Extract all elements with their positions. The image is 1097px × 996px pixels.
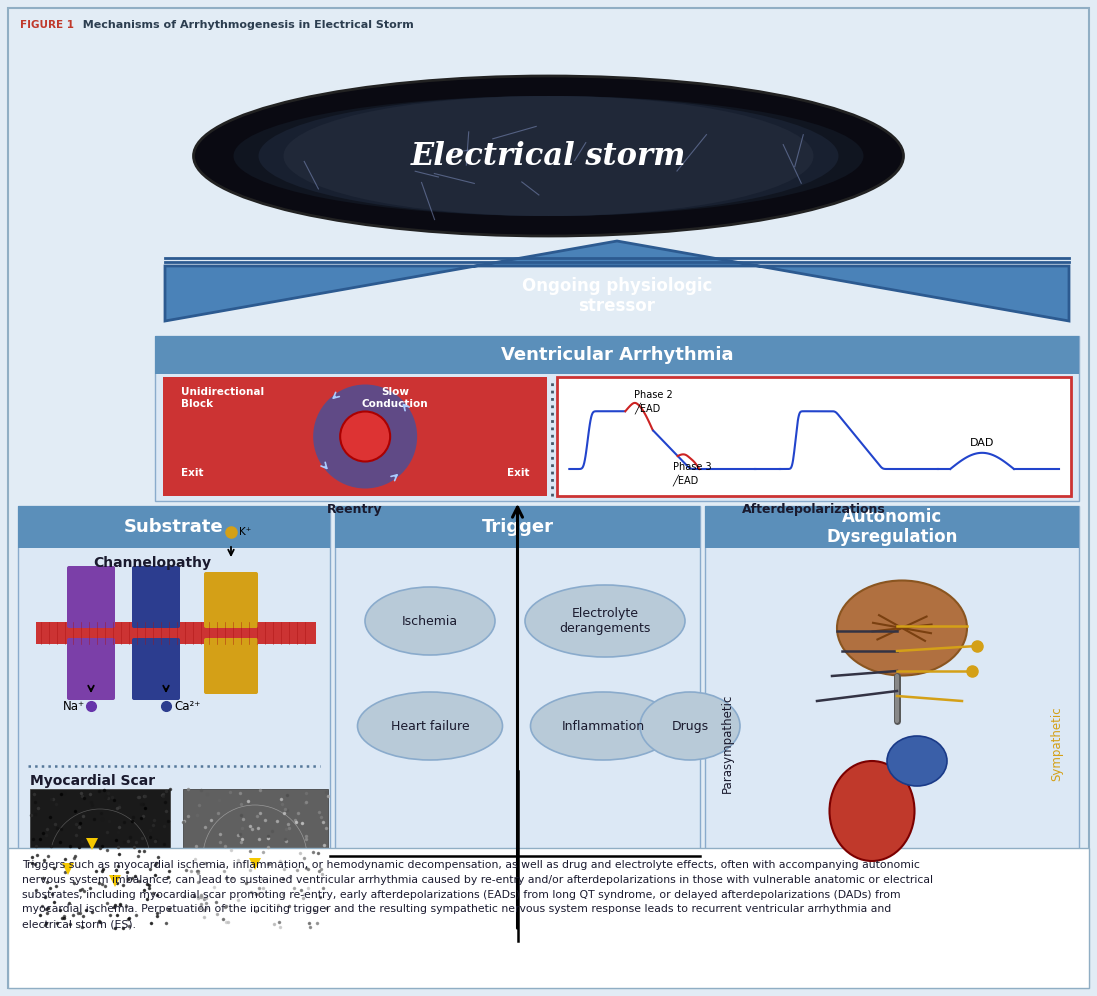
- Text: Na⁺: Na⁺: [63, 699, 86, 712]
- Ellipse shape: [365, 587, 495, 655]
- Text: Exit: Exit: [181, 468, 204, 478]
- Ellipse shape: [259, 96, 838, 216]
- FancyBboxPatch shape: [335, 506, 700, 548]
- FancyBboxPatch shape: [8, 8, 1089, 988]
- Ellipse shape: [837, 581, 966, 675]
- Text: ╱EAD: ╱EAD: [672, 475, 699, 486]
- Text: K⁺: K⁺: [239, 527, 251, 537]
- Ellipse shape: [193, 76, 904, 236]
- Text: Mechanisms of Arrhythmogenesis in Electrical Storm: Mechanisms of Arrhythmogenesis in Electr…: [75, 20, 414, 30]
- Polygon shape: [165, 241, 1068, 321]
- FancyBboxPatch shape: [30, 789, 170, 929]
- Text: Parasympathetic: Parasympathetic: [721, 694, 734, 793]
- FancyBboxPatch shape: [132, 566, 180, 628]
- FancyBboxPatch shape: [67, 638, 115, 700]
- Text: Myocardial Scar: Myocardial Scar: [30, 774, 155, 788]
- Text: FIGURE 1: FIGURE 1: [20, 20, 73, 30]
- Text: Ischemia: Ischemia: [402, 615, 459, 627]
- Text: Reentry: Reentry: [327, 503, 383, 516]
- FancyBboxPatch shape: [18, 506, 330, 548]
- Ellipse shape: [887, 736, 947, 786]
- FancyBboxPatch shape: [705, 506, 1079, 548]
- Text: Ca²⁺: Ca²⁺: [174, 699, 201, 712]
- Text: Drugs: Drugs: [671, 719, 709, 732]
- FancyBboxPatch shape: [155, 336, 1079, 501]
- Text: Slow
Conduction: Slow Conduction: [362, 387, 429, 408]
- FancyBboxPatch shape: [163, 377, 547, 496]
- Ellipse shape: [525, 585, 685, 657]
- Text: Autonomic
Dysregulation: Autonomic Dysregulation: [826, 508, 958, 547]
- Text: Ongoing physiologic
stressor: Ongoing physiologic stressor: [522, 277, 712, 316]
- FancyBboxPatch shape: [335, 506, 700, 941]
- Text: Electrical storm: Electrical storm: [410, 140, 687, 171]
- Ellipse shape: [283, 96, 814, 216]
- Text: Electrolyte
derangements: Electrolyte derangements: [559, 607, 651, 635]
- Text: Trigger: Trigger: [482, 518, 554, 536]
- FancyBboxPatch shape: [18, 506, 330, 941]
- Text: Inflammation: Inflammation: [562, 719, 645, 732]
- Text: Exit: Exit: [507, 468, 530, 478]
- Ellipse shape: [829, 761, 915, 861]
- Text: Unidirectional
Block: Unidirectional Block: [181, 387, 264, 408]
- Ellipse shape: [531, 692, 676, 760]
- Text: Afterdepolarizations: Afterdepolarizations: [743, 503, 886, 516]
- Ellipse shape: [358, 692, 502, 760]
- FancyBboxPatch shape: [8, 848, 1089, 988]
- FancyBboxPatch shape: [132, 638, 180, 700]
- FancyBboxPatch shape: [204, 638, 258, 694]
- Text: ╱EAD: ╱EAD: [634, 402, 660, 414]
- Text: Phase 3: Phase 3: [672, 462, 711, 472]
- Text: Channelopathy: Channelopathy: [93, 556, 211, 570]
- Text: Phase 2: Phase 2: [634, 389, 672, 400]
- Text: Heart failure: Heart failure: [391, 719, 470, 732]
- Circle shape: [340, 411, 391, 461]
- Text: Substrate: Substrate: [124, 518, 224, 536]
- Text: DAD: DAD: [970, 438, 995, 448]
- FancyBboxPatch shape: [183, 789, 328, 929]
- Text: Sympathetic: Sympathetic: [1051, 706, 1063, 781]
- Text: Triggers such as myocardial ischemia, inflammation, or hemodynamic decompensatio: Triggers such as myocardial ischemia, in…: [22, 860, 934, 929]
- Ellipse shape: [640, 692, 740, 760]
- Ellipse shape: [234, 96, 863, 216]
- FancyBboxPatch shape: [705, 506, 1079, 941]
- Text: Ventricular Arrhythmia: Ventricular Arrhythmia: [500, 346, 733, 364]
- FancyBboxPatch shape: [67, 566, 115, 628]
- Circle shape: [313, 384, 417, 488]
- FancyBboxPatch shape: [36, 622, 316, 644]
- FancyBboxPatch shape: [557, 377, 1071, 496]
- FancyBboxPatch shape: [155, 336, 1079, 374]
- FancyBboxPatch shape: [204, 572, 258, 628]
